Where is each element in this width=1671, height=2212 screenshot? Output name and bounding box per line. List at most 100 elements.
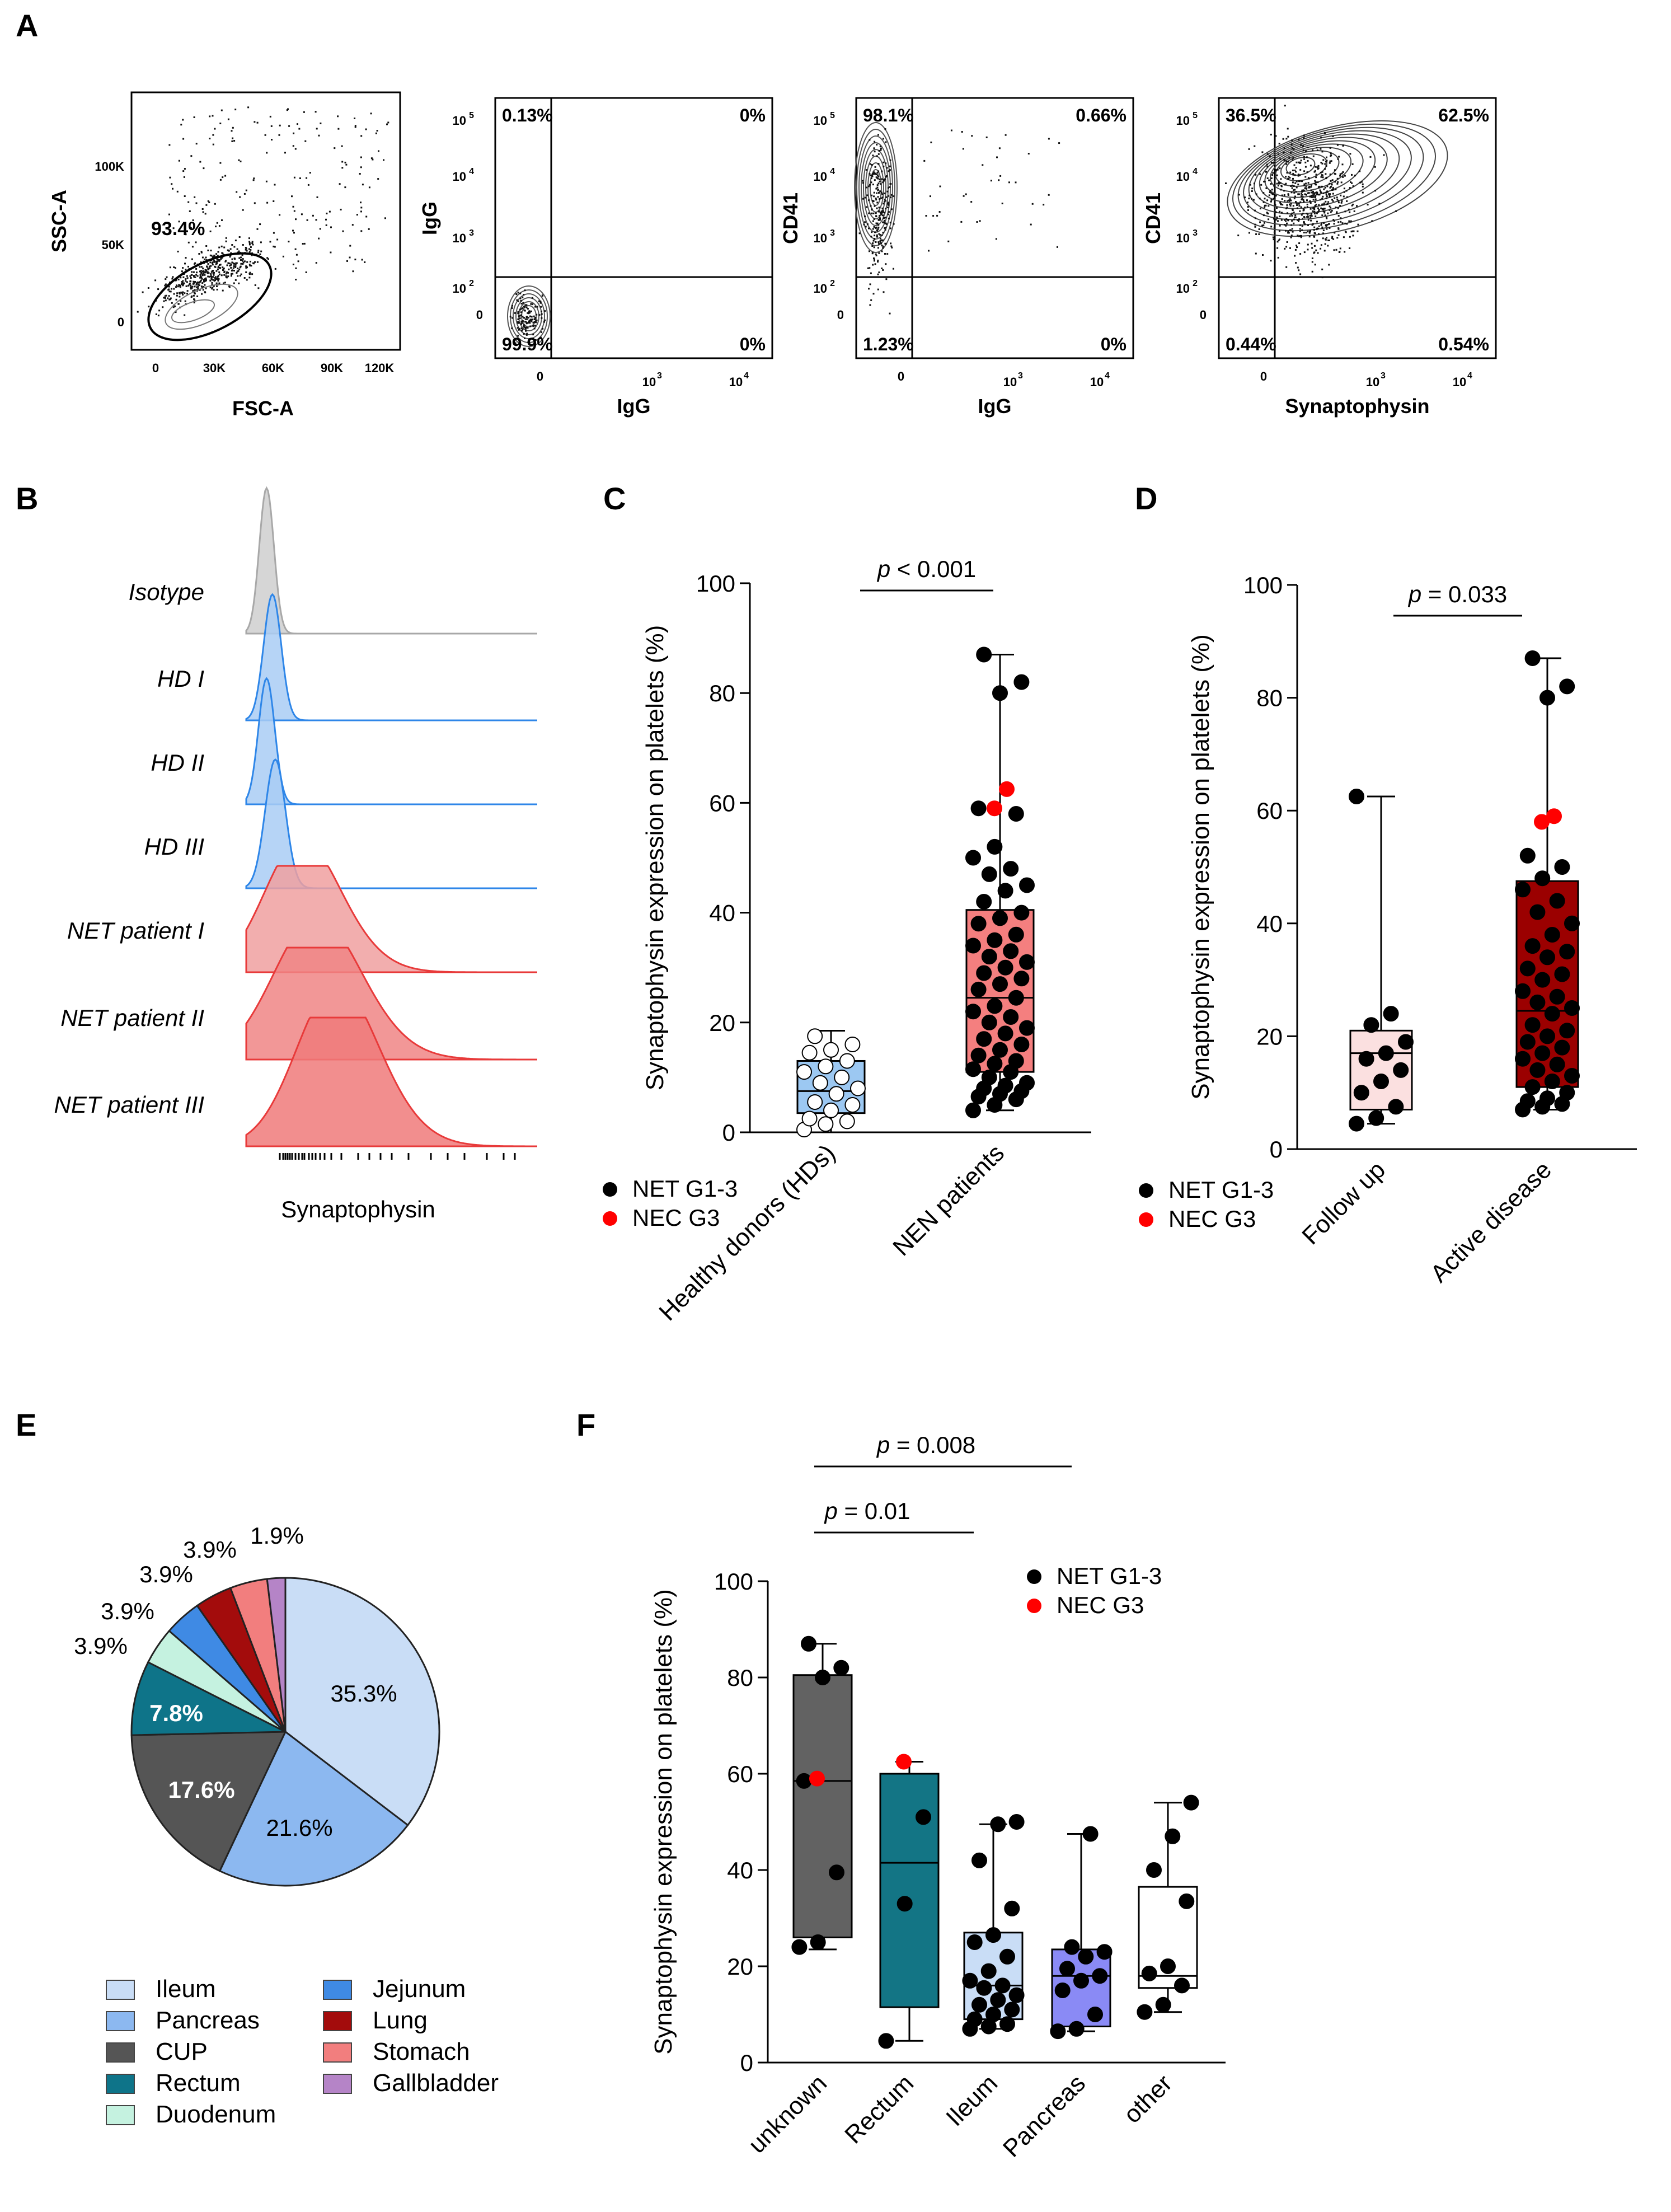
event-dot	[231, 140, 233, 142]
event-dot	[881, 178, 883, 180]
event-dot	[212, 261, 214, 264]
event-dot	[1302, 199, 1304, 201]
event-dot	[360, 156, 362, 158]
event-dot	[1326, 176, 1328, 179]
event-dot	[1266, 166, 1269, 168]
event-dot	[1285, 182, 1287, 185]
event-dot	[193, 282, 195, 284]
contour-line	[513, 293, 545, 339]
event-dot	[1293, 164, 1296, 166]
event-dot	[1297, 174, 1299, 176]
event-dot	[1353, 210, 1355, 212]
event-dot	[1318, 225, 1320, 227]
event-dot	[337, 128, 340, 130]
event-dot	[368, 186, 370, 189]
event-dot	[1313, 229, 1315, 231]
event-dot	[204, 213, 206, 215]
event-dot	[1327, 240, 1330, 241]
data-point	[896, 1896, 913, 1912]
event-dot	[1304, 193, 1306, 195]
event-dot	[1258, 233, 1260, 235]
event-dot	[202, 289, 204, 291]
data-point	[966, 1934, 983, 1950]
event-dot	[257, 287, 260, 289]
tick-label: 0	[537, 369, 543, 383]
panel-letter-e: E	[16, 1407, 36, 1442]
event-dot	[292, 264, 294, 265]
event-dot	[1322, 176, 1324, 179]
data-point	[976, 646, 992, 663]
event-dot	[1298, 205, 1301, 207]
event-dot	[376, 130, 378, 132]
event-dot	[1251, 188, 1254, 190]
event-dot	[175, 311, 177, 313]
event-dot	[1303, 158, 1306, 160]
event-dot	[232, 267, 234, 269]
event-dot	[1294, 249, 1297, 251]
event-dot	[873, 218, 875, 221]
box-1: Active disease	[1425, 650, 1580, 1288]
event-dot	[205, 256, 207, 259]
event-dot	[205, 277, 207, 279]
event-dot	[219, 264, 222, 266]
event-dot	[232, 126, 234, 129]
data-point	[1008, 990, 1024, 1006]
event-dot	[1300, 144, 1302, 146]
data-point-nec	[999, 781, 1015, 797]
event-dot	[1307, 147, 1309, 148]
event-dot	[1314, 264, 1316, 266]
event-dot	[1337, 215, 1340, 217]
event-dot	[1306, 171, 1308, 174]
event-dot	[880, 197, 883, 199]
event-dot	[1332, 186, 1334, 189]
event-dot	[1325, 238, 1326, 240]
event-dot	[1294, 214, 1297, 217]
event-dot	[214, 203, 216, 205]
tick-label: 10	[1176, 231, 1190, 245]
event-dot	[1345, 231, 1347, 233]
event-dot	[217, 275, 219, 277]
event-dot	[1326, 228, 1328, 230]
event-dot	[532, 321, 534, 324]
data-point	[994, 1977, 1011, 1994]
data-point	[976, 965, 992, 981]
event-dot	[534, 306, 537, 308]
event-dot	[887, 203, 889, 205]
event-dot	[259, 253, 261, 255]
event-dot	[875, 226, 877, 228]
y-tick-label: 20	[727, 1953, 753, 1980]
event-dot	[246, 266, 248, 269]
significance-label: p < 0.001	[876, 556, 976, 582]
event-dot	[1322, 229, 1325, 231]
tick-label: 60K	[262, 361, 284, 375]
event-dot	[1273, 185, 1275, 187]
event-dot	[1292, 205, 1294, 207]
category-label: unknown	[743, 2069, 832, 2158]
event-dot	[246, 250, 248, 252]
event-dot	[1332, 219, 1335, 221]
event-dot	[1321, 171, 1323, 173]
event-dot	[1314, 170, 1316, 172]
event-dot	[1330, 152, 1332, 154]
event-dot	[1329, 162, 1331, 164]
event-dot	[1291, 187, 1293, 189]
event-dot	[883, 221, 885, 223]
pie-slices	[130, 1577, 440, 1887]
event-dot	[223, 246, 226, 249]
event-dot	[875, 174, 877, 176]
event-dot	[533, 321, 536, 323]
event-dot	[176, 190, 179, 193]
event-dot	[1324, 214, 1326, 217]
event-dot	[1285, 224, 1287, 227]
event-dot	[870, 272, 872, 274]
event-dot	[246, 279, 248, 281]
data-point	[990, 1816, 1006, 1833]
event-dot	[876, 186, 879, 189]
event-dot	[181, 283, 183, 285]
legend-label: Gallbladder	[373, 2069, 499, 2097]
event-dot	[284, 152, 286, 154]
event-dot	[303, 111, 305, 113]
event-dot	[198, 253, 200, 255]
event-dot	[529, 320, 532, 322]
data-point	[1368, 1110, 1384, 1126]
